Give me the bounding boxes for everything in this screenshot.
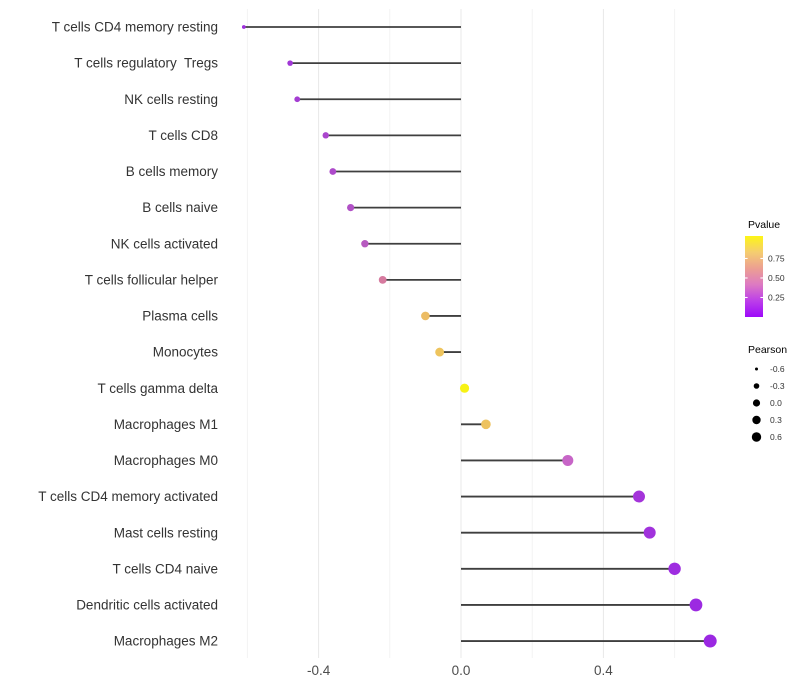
x-tick-label: 0.4: [594, 663, 613, 678]
colorbar-tick-label: 0.50: [768, 273, 785, 283]
data-point: [347, 204, 355, 212]
x-tick-label: -0.4: [307, 663, 331, 678]
legend: Pvalue 0.75 0.50 0.25 Pearson -0.6 -0.3 0.0 0…: [745, 219, 787, 442]
data-point: [378, 275, 387, 284]
data-point: [421, 311, 430, 321]
lollipop-dots: [241, 25, 717, 648]
category-label: T cells CD4 memory activated: [38, 489, 218, 504]
data-point: [703, 634, 717, 648]
category-label: Plasma cells: [142, 309, 218, 324]
data-point: [459, 383, 470, 393]
pearson-legend-title: Pearson: [748, 344, 787, 356]
pvalue-colorbar-labels: 0.75 0.50 0.25: [768, 253, 785, 302]
colorbar-tick-label: 0.75: [768, 253, 785, 263]
colorbar-tick-label: 0.25: [768, 292, 785, 302]
lollipop-stems: [243, 26, 711, 642]
data-point: [329, 168, 337, 175]
category-label: T cells CD4 memory resting: [52, 20, 218, 35]
category-label: T cells CD8: [148, 128, 218, 143]
data-point: [287, 60, 293, 66]
data-point: [435, 347, 445, 357]
size-key-dot: [755, 367, 758, 371]
data-point: [668, 562, 681, 575]
category-label: Mast cells resting: [114, 525, 218, 540]
pvalue-colorbar: [745, 236, 763, 317]
pvalue-colorbar-ticks: [745, 257, 763, 299]
size-key-label: -0.3: [770, 381, 785, 391]
category-label: Macrophages M0: [114, 453, 218, 468]
category-label: T cells regulatory Tregs: [74, 56, 218, 71]
category-label: B cells naive: [142, 200, 218, 215]
data-point: [562, 454, 574, 466]
category-label: Monocytes: [153, 345, 219, 360]
category-label: T cells CD4 naive: [112, 561, 218, 576]
data-point: [633, 490, 645, 503]
category-label: B cells memory: [126, 164, 219, 179]
size-key-label: 0.6: [770, 432, 782, 442]
x-tick-label: 0.0: [452, 663, 471, 678]
data-point: [294, 96, 301, 103]
pearson-size-keys: -0.6 -0.3 0.0 0.3 0.6: [751, 364, 785, 442]
size-key-label: 0.0: [770, 398, 782, 408]
size-key-dot: [751, 432, 762, 442]
size-key-dot: [753, 383, 760, 389]
data-point: [643, 526, 656, 539]
size-key-dot: [752, 399, 761, 407]
category-label: Macrophages M1: [114, 417, 218, 432]
pvalue-legend-title: Pvalue: [748, 219, 780, 231]
category-label: T cells follicular helper: [85, 272, 219, 287]
category-label: Macrophages M2: [114, 634, 218, 649]
data-point: [361, 240, 369, 248]
size-key-dot: [752, 415, 761, 425]
category-label: NK cells activated: [111, 236, 218, 251]
data-point: [689, 598, 703, 612]
data-point: [241, 25, 246, 29]
category-label: T cells gamma delta: [97, 381, 218, 396]
size-key-label: 0.3: [770, 415, 782, 425]
category-label: NK cells resting: [124, 92, 218, 107]
category-label: Dendritic cells activated: [76, 598, 218, 613]
x-axis-tick-labels: -0.4 0.0 0.4: [307, 663, 613, 678]
data-point: [322, 132, 329, 139]
category-labels: T cells CD4 memory resting T cells regula…: [38, 20, 218, 649]
gridlines: [246, 9, 676, 658]
data-point: [481, 419, 491, 430]
size-key-label: -0.6: [770, 364, 785, 374]
